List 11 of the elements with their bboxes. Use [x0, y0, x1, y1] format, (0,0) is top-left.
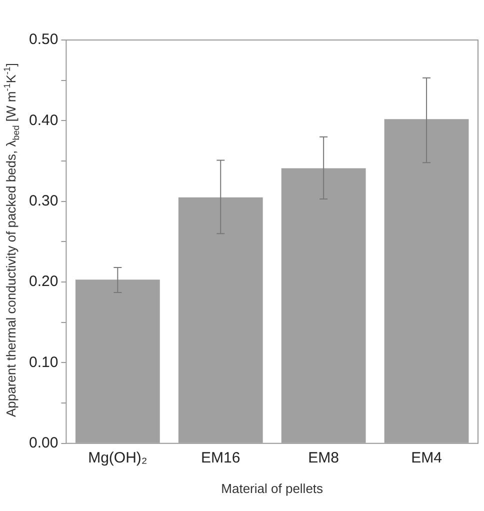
y-tick-label: 0.00 — [28, 434, 58, 452]
y-tick-label: 0.30 — [28, 192, 58, 210]
x-tick-label: EM4 — [411, 450, 442, 467]
y-tick-label: 0.20 — [28, 273, 58, 290]
x-tick-label: EM8 — [308, 450, 339, 467]
x-tick-label: Mg(OH)₂ — [88, 450, 148, 467]
y-tick-label: 0.40 — [28, 112, 58, 129]
y-tick-label: 0.10 — [28, 354, 58, 371]
y-tick-label: 0.50 — [28, 31, 58, 48]
x-tick-label: EM16 — [201, 450, 240, 467]
x-axis-title: Material of pellets — [221, 480, 324, 496]
